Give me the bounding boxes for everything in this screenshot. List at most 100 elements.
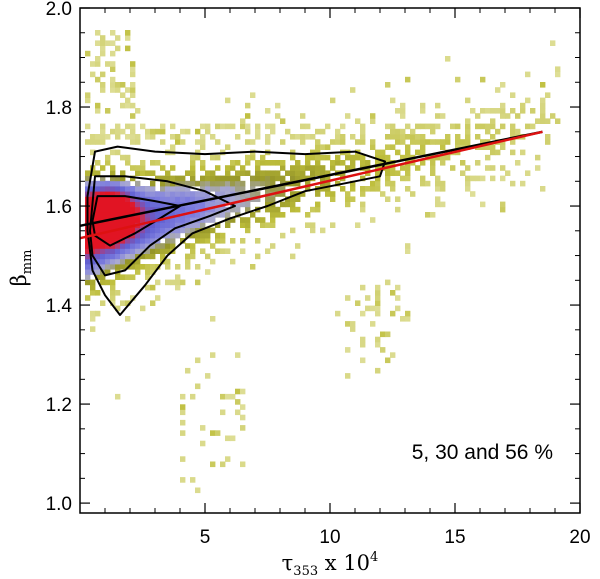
- density-cell: [395, 128, 401, 135]
- density-cell: [115, 175, 121, 182]
- density-cell: [390, 290, 396, 296]
- density-cell: [280, 191, 286, 197]
- density-cell: [140, 227, 146, 234]
- density-cell: [150, 160, 156, 166]
- density-cell: [110, 243, 116, 249]
- density-cell: [485, 128, 491, 135]
- density-cell: [435, 154, 441, 161]
- density-cell: [310, 165, 316, 171]
- density-cell: [540, 82, 546, 88]
- density-cell: [310, 206, 316, 213]
- density-cell: [145, 212, 151, 218]
- density-cell: [485, 165, 491, 171]
- density-cell: [445, 154, 451, 161]
- density-cell: [110, 128, 116, 135]
- density-cell: [110, 180, 116, 187]
- density-cell: [480, 108, 486, 114]
- density-cell: [205, 175, 211, 182]
- density-cell: [235, 201, 241, 208]
- density-cell: [210, 227, 216, 234]
- density-cell: [190, 227, 196, 234]
- density-cell: [540, 113, 546, 119]
- density-cell: [200, 425, 206, 431]
- density-cell: [90, 170, 96, 176]
- density-cell: [465, 123, 471, 130]
- density-cell: [150, 180, 156, 187]
- density-cell: [500, 102, 506, 109]
- y-axis-label: βmm: [7, 250, 35, 287]
- density-cell: [150, 238, 156, 244]
- density-cell: [140, 253, 146, 260]
- density-cell: [300, 123, 306, 130]
- density-cell: [315, 149, 321, 156]
- density-cell: [255, 175, 261, 182]
- density-cell: [535, 154, 541, 161]
- density-cell: [140, 305, 146, 312]
- density-cell: [425, 123, 431, 130]
- density-cell: [420, 123, 426, 130]
- density-cell: [410, 139, 416, 145]
- density-cell: [205, 227, 211, 234]
- density-cell: [245, 139, 251, 145]
- density-cell: [505, 113, 511, 119]
- density-cell: [195, 238, 201, 244]
- density-cell: [200, 139, 206, 145]
- density-cell: [240, 196, 246, 202]
- density-cell: [405, 248, 411, 254]
- density-cell: [145, 201, 151, 208]
- density-cell: [190, 217, 196, 223]
- density-cell: [375, 160, 381, 166]
- density-cell: [310, 134, 316, 140]
- density-cell: [510, 108, 516, 114]
- density-cell: [85, 253, 91, 260]
- density-cell: [125, 123, 131, 130]
- density-cell: [430, 165, 436, 171]
- density-cell: [100, 196, 106, 202]
- density-cell: [390, 310, 396, 317]
- density-cell: [135, 180, 141, 187]
- density-cell: [475, 113, 481, 119]
- density-cell: [375, 284, 381, 291]
- density-cell: [95, 253, 101, 260]
- density-cell: [290, 170, 296, 176]
- density-cell: [465, 186, 471, 192]
- density-cell: [410, 191, 416, 197]
- density-cell: [325, 191, 331, 197]
- density-cell: [195, 128, 201, 135]
- density-cell: [405, 316, 411, 322]
- density-cell: [305, 123, 311, 130]
- density-cell: [370, 139, 376, 145]
- density-cell: [395, 170, 401, 176]
- density-cell: [355, 118, 361, 124]
- density-cell: [430, 139, 436, 145]
- density-cell: [220, 186, 226, 192]
- density-cell: [190, 196, 196, 202]
- density-cell: [170, 279, 176, 286]
- density-cell: [140, 165, 146, 171]
- density-cell: [140, 222, 146, 228]
- density-cell: [290, 191, 296, 197]
- density-cell: [265, 248, 271, 254]
- density-cell: [470, 191, 476, 197]
- density-cell: [165, 191, 171, 197]
- density-cell: [465, 139, 471, 145]
- density-cell: [265, 180, 271, 187]
- density-cell: [110, 300, 116, 306]
- density-cell: [145, 227, 151, 234]
- density-cell: [105, 201, 111, 208]
- density-cell: [165, 248, 171, 254]
- density-cell: [150, 128, 156, 135]
- density-cell: [475, 175, 481, 182]
- density-cell: [225, 175, 231, 182]
- density-cell: [290, 196, 296, 202]
- density-cell: [310, 154, 316, 161]
- density-cell: [195, 357, 201, 364]
- density-cell: [105, 108, 111, 114]
- density-cell: [165, 227, 171, 234]
- density-cell: [215, 165, 221, 171]
- density-cell: [95, 290, 101, 296]
- density-cell: [330, 196, 336, 202]
- density-cell: [250, 180, 256, 187]
- x-tick-label: 15: [444, 527, 465, 548]
- density-cell: [385, 279, 391, 286]
